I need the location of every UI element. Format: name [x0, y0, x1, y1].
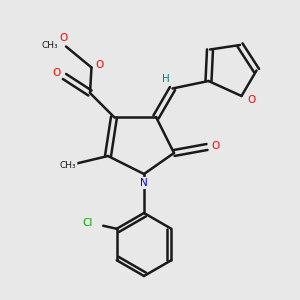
Text: Cl: Cl [82, 218, 92, 228]
Text: O: O [211, 140, 220, 151]
Text: CH₃: CH₃ [41, 40, 58, 50]
Text: CH₃: CH₃ [60, 161, 76, 170]
Text: O: O [52, 68, 60, 79]
Text: O: O [96, 60, 104, 70]
Text: O: O [247, 94, 255, 105]
Text: H: H [162, 74, 170, 85]
Text: O: O [59, 33, 67, 43]
Text: N: N [140, 178, 148, 188]
